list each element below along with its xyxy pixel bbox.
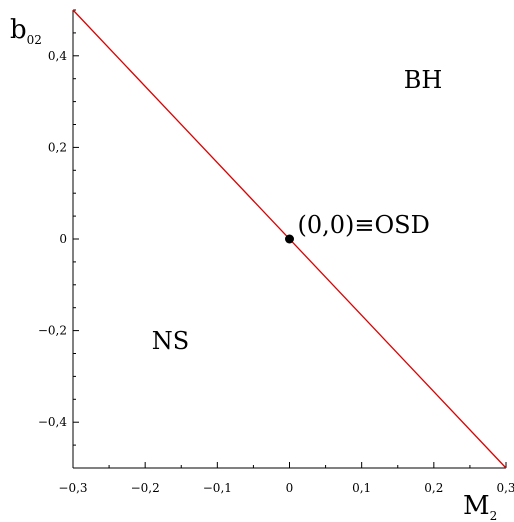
region-label-ns: NS (152, 327, 189, 355)
y-axis-label-sub: 02 (27, 33, 42, 47)
y-axis-label: b02 (10, 15, 42, 47)
origin-point (285, 234, 294, 244)
x-tick-label: 0 (286, 481, 294, 495)
x-axis-label-main: M (463, 491, 490, 521)
ticks: −0,3 −0,2 −0,1 0 0,1 0,2 0,3 −0,4 −0,2 0 0,2 0,4 (38, 9, 514, 495)
y-tick-label: −0,2 (38, 324, 67, 338)
x-tick-label: 0,1 (352, 481, 371, 495)
x-axis-label-sub: 2 (490, 509, 498, 522)
y-tick-label: 0,2 (48, 140, 67, 154)
y-tick-label: −0,4 (38, 415, 68, 429)
x-tick-label: −0,3 (58, 481, 87, 495)
x-tick-label: −0,1 (203, 481, 232, 495)
x-axis-label: M2 (463, 491, 497, 522)
y-axis-label-main: b (10, 15, 27, 45)
x-tick-label: 0,3 (496, 481, 514, 495)
x-tick-label: −0,2 (131, 481, 160, 495)
y-tick-label: 0 (59, 232, 67, 246)
origin-point-label: (0,0)≡OSD (298, 211, 430, 239)
region-label-bh: BH (404, 66, 443, 94)
y-tick-label: 0,4 (48, 49, 67, 63)
annotations: (0,0)≡OSD BH NS (152, 66, 443, 355)
x-tick-label: 0,2 (424, 481, 443, 495)
